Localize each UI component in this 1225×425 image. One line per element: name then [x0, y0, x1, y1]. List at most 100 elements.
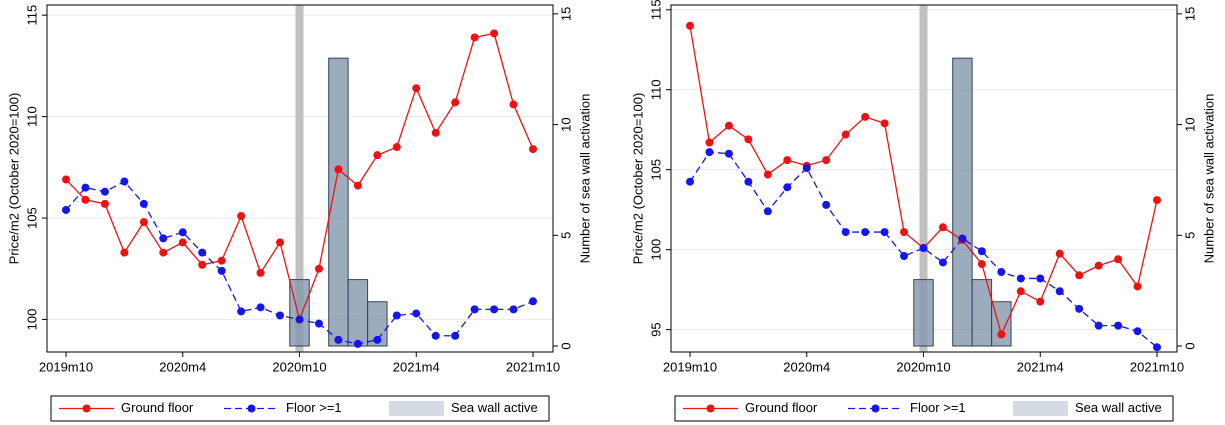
point	[120, 248, 129, 257]
point	[451, 331, 460, 340]
y2-tick-label: 15	[1182, 7, 1197, 21]
point	[62, 175, 70, 184]
y2-tick-label: 0	[1182, 342, 1197, 349]
y-tick-label: 115	[648, 0, 663, 20]
legend-label: Sea wall active	[1075, 400, 1162, 415]
y-tick-label: 115	[24, 5, 39, 26]
point	[686, 21, 694, 30]
point	[431, 331, 440, 340]
y-tick-label: 100	[648, 239, 663, 261]
point	[783, 156, 792, 165]
point	[334, 165, 343, 174]
point	[451, 98, 460, 107]
point	[490, 305, 499, 314]
point	[1133, 327, 1142, 336]
y2-tick-label: 10	[1182, 117, 1197, 131]
point	[1133, 282, 1142, 291]
point	[1075, 271, 1084, 280]
y2-tick-label: 5	[558, 232, 573, 239]
point	[938, 258, 947, 267]
point	[822, 156, 831, 165]
point	[431, 128, 440, 137]
point	[392, 143, 401, 152]
point	[1153, 343, 1161, 352]
point	[861, 112, 870, 121]
point	[744, 135, 753, 144]
point	[276, 238, 285, 247]
legend-marker	[871, 404, 880, 413]
point	[470, 33, 479, 42]
point	[237, 212, 246, 221]
x-tick-label: 2021m10	[506, 359, 560, 374]
point	[470, 305, 479, 314]
legend-label: Sea wall active	[451, 400, 538, 415]
y2-axis-title: Number of sea wall activation	[1201, 94, 1216, 264]
point	[353, 339, 362, 348]
point	[529, 145, 537, 154]
x-tick-label: 2020m10	[896, 359, 950, 374]
point	[861, 228, 870, 237]
point	[314, 264, 323, 273]
point	[62, 205, 70, 214]
point	[81, 183, 90, 192]
bar	[347, 279, 369, 347]
legend-label: Floor >=1	[910, 400, 966, 415]
point	[198, 248, 207, 257]
point	[744, 177, 753, 186]
y2-tick-label: 0	[558, 342, 573, 349]
point	[276, 311, 285, 320]
y2-tick-label: 5	[1182, 232, 1197, 239]
point	[490, 29, 499, 38]
y-tick-label: 105	[648, 159, 663, 181]
point	[1153, 196, 1161, 205]
chart-panel: 100 105 110 115 0 5 10 15 2019m10 2020m4 2020m10 20…	[6, 4, 592, 422]
point	[958, 234, 967, 243]
point	[373, 151, 382, 160]
point	[841, 130, 850, 139]
point	[412, 309, 421, 318]
point	[509, 305, 518, 314]
point	[314, 319, 323, 328]
point	[139, 199, 148, 208]
point	[198, 260, 207, 269]
bar	[913, 279, 934, 347]
point	[237, 307, 246, 316]
point	[900, 228, 909, 237]
point	[977, 247, 986, 256]
y-tick-label: 105	[24, 207, 39, 229]
point	[1055, 249, 1064, 258]
point	[392, 311, 401, 320]
point	[1075, 304, 1084, 313]
point	[724, 121, 733, 130]
point	[256, 303, 265, 312]
point	[763, 207, 772, 216]
point	[509, 100, 518, 109]
point	[100, 187, 109, 196]
point	[353, 181, 362, 190]
point	[1016, 274, 1025, 283]
y2-tick-label: 15	[558, 7, 573, 21]
y-tick-label: 110	[648, 79, 663, 100]
point	[1055, 287, 1064, 296]
point	[1036, 297, 1045, 306]
point	[373, 335, 382, 344]
bar	[367, 301, 388, 347]
point	[1016, 287, 1025, 296]
y2-tick-label: 10	[558, 117, 573, 131]
point	[705, 148, 714, 157]
legend-swatch	[1013, 401, 1068, 416]
y-axis-title: Price/m2 (October 2020=100)	[630, 93, 645, 265]
y2-axis-title: Number of sea wall activation	[577, 94, 592, 264]
point	[178, 238, 187, 247]
point	[705, 138, 714, 147]
point	[997, 268, 1006, 277]
legend-box	[50, 395, 550, 422]
legend-marker	[247, 404, 256, 413]
bar	[991, 301, 1012, 347]
point	[977, 260, 986, 269]
point	[120, 177, 129, 186]
highlight-band	[919, 5, 928, 352]
point	[822, 200, 831, 209]
legend-swatch	[389, 401, 444, 416]
point	[841, 228, 850, 237]
